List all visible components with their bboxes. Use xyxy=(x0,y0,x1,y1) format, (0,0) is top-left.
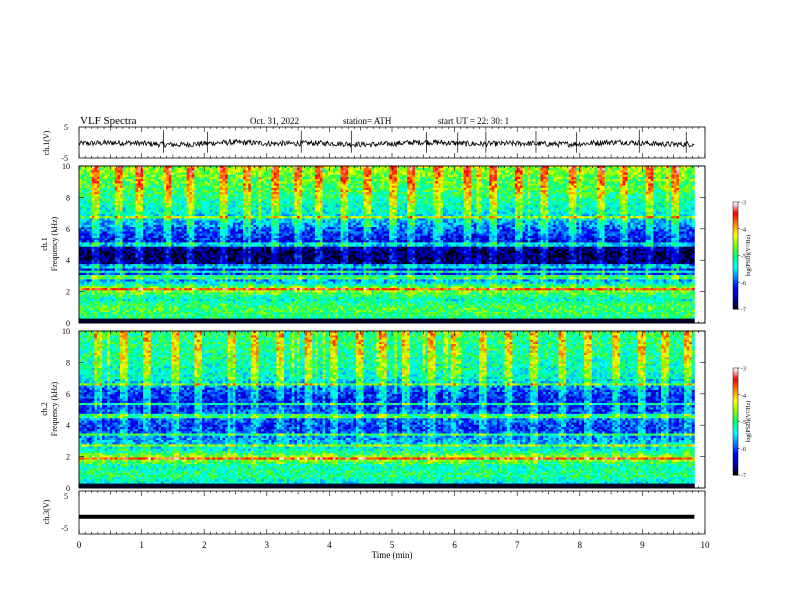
figure-title: VLF Spectra xyxy=(80,115,137,127)
ch1-waveform-ylabel: ch.1(V) xyxy=(42,130,51,155)
ch1-spectrogram-image xyxy=(79,166,695,323)
start-time-label: start UT = 22: 30: 1 xyxy=(438,116,509,126)
ch1-waveform-panel: 5 -5 ch.1(V) xyxy=(42,123,705,163)
vlf-spectra-figure: VLF Spectra Oct. 31, 2022 station= ATH s… xyxy=(0,0,792,612)
date-label: Oct. 31, 2022 xyxy=(250,116,299,126)
station-label: station= ATH xyxy=(343,116,392,126)
ch1-ytick-top: 5 xyxy=(64,123,68,132)
